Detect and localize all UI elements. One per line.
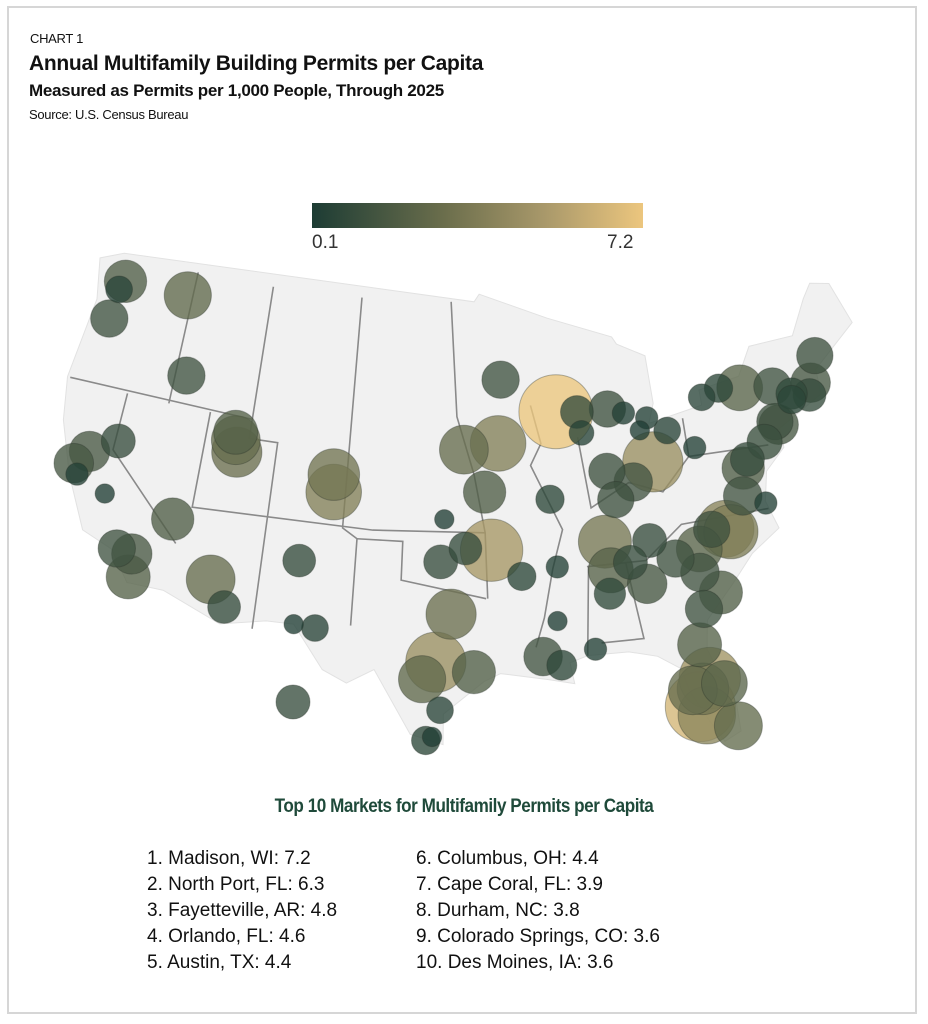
market-bubble (535, 484, 565, 514)
market-bubble (653, 416, 682, 445)
state-border (356, 537, 487, 600)
market-bubble (701, 660, 748, 707)
market-bubble (546, 649, 578, 681)
market-bubble (425, 588, 477, 640)
market-bubble (612, 544, 648, 580)
top10-title: Top 10 Markets for Multifamily Permits p… (274, 796, 654, 817)
top10-item: 10. Des Moines, IA: 3.6 (416, 952, 614, 973)
top10-item: 4. Orlando, FL: 4.6 (147, 926, 306, 947)
legend-min-label: 0.1 (312, 232, 339, 253)
market-bubble (90, 299, 129, 338)
top10-item: 2. North Port, FL: 6.3 (147, 874, 325, 895)
market-bubble (282, 543, 317, 578)
market-bubble (632, 523, 668, 558)
market-bubble (426, 696, 454, 725)
state-border (341, 297, 363, 626)
top10-item: 8. Durham, NC: 3.8 (416, 900, 580, 921)
market-bubble (97, 529, 137, 568)
market-bubble (583, 637, 608, 661)
market-bubble (684, 589, 724, 629)
chart-source: Source: U.S. Census Bureau (29, 107, 189, 122)
market-bubble (507, 561, 537, 592)
state-border (191, 411, 486, 534)
top10-item: 1. Madison, WI: 7.2 (147, 848, 311, 869)
market-bubble (213, 409, 259, 455)
market-bubble (677, 622, 723, 668)
market-bubble (434, 509, 455, 530)
market-bubble (100, 423, 136, 459)
chart-frame (7, 6, 917, 1014)
bubbles (53, 259, 834, 756)
market-bubble (729, 441, 765, 477)
top10-column-1: 1. Madison, WI: 7.2 2. North Port, FL: 6… (147, 846, 337, 976)
state-border (248, 286, 279, 629)
market-bubble (398, 655, 447, 704)
market-bubble (593, 577, 627, 610)
chart-title: Annual Multifamily Building Permits per … (29, 52, 484, 75)
market-bubble (597, 480, 635, 519)
market-bubble (629, 420, 650, 441)
market-bubble (545, 555, 569, 579)
chart-kicker: CHART 1 (30, 31, 84, 46)
top10-column-2: 6. Columbus, OH: 4.4 7. Cape Coral, FL: … (416, 846, 660, 976)
market-bubble (207, 590, 242, 624)
market-bubble (693, 510, 731, 548)
bubble-map (53, 252, 853, 756)
market-bubble (683, 435, 707, 460)
market-bubble (754, 491, 778, 515)
market-bubble (611, 401, 636, 425)
market-bubble (713, 701, 763, 751)
market-bubble (275, 684, 311, 720)
top10-item: 6. Columbus, OH: 4.4 (416, 848, 599, 869)
market-bubble (283, 614, 304, 635)
chart-subtitle: Measured as Permits per 1,000 People, Th… (29, 81, 444, 100)
top10-item: 9. Colorado Springs, CO: 3.6 (416, 926, 660, 947)
market-bubble (439, 424, 489, 475)
market-bubble (776, 384, 807, 415)
market-bubble (167, 356, 206, 395)
market-bubble (481, 360, 520, 399)
market-bubble (421, 726, 443, 748)
market-bubble (448, 531, 483, 566)
color-legend-bar (312, 203, 643, 228)
market-bubble (307, 448, 361, 501)
market-bubble (163, 271, 212, 320)
market-bubble (796, 336, 834, 375)
market-bubble (462, 470, 507, 514)
state-border (70, 376, 253, 421)
market-bubble (451, 650, 496, 695)
market-bubble (94, 483, 116, 504)
market-bubble (105, 275, 133, 304)
market-bubble (65, 462, 89, 486)
legend-max-label: 7.2 (607, 232, 634, 253)
market-bubble (301, 614, 329, 642)
market-bubble (656, 539, 695, 578)
market-bubble (547, 610, 568, 632)
top10-item: 3. Fayetteville, AR: 4.8 (147, 900, 338, 921)
top10-item: 7. Cape Coral, FL: 3.9 (416, 874, 603, 895)
market-bubble (568, 420, 595, 446)
market-bubble (151, 497, 195, 541)
top10-item: 5. Austin, TX: 4.4 (147, 952, 292, 973)
market-bubble (687, 383, 716, 412)
